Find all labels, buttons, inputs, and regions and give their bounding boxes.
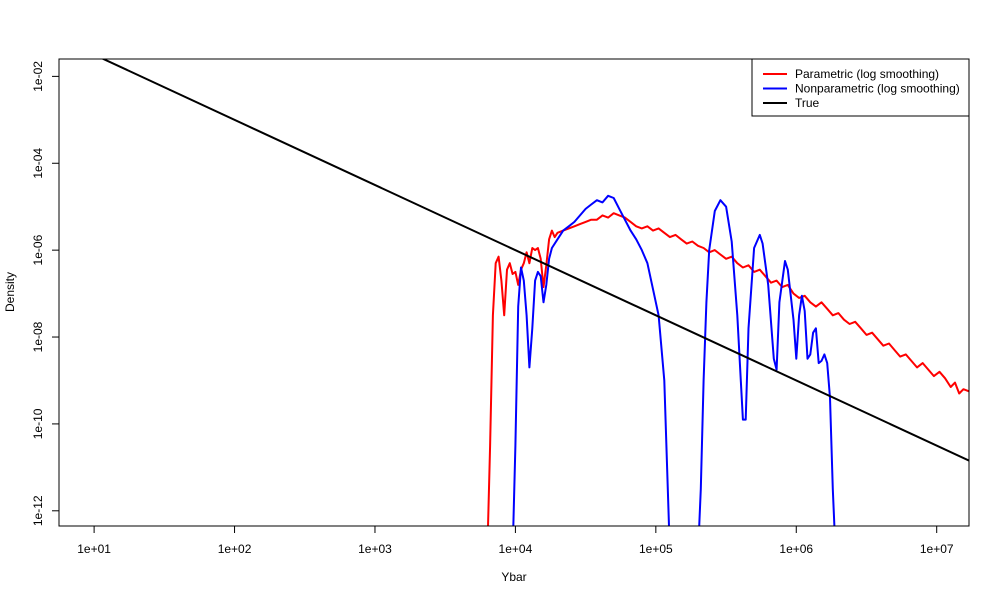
y-axis-title: Density bbox=[3, 272, 17, 312]
x-axis-title: Ybar bbox=[501, 570, 526, 584]
y-tick-label: 1e-04 bbox=[31, 148, 45, 179]
series-line-true bbox=[101, 59, 969, 462]
x-tick-label: 1e+03 bbox=[358, 542, 392, 556]
x-axis: 1e+01 1e+02 1e+03 1e+04 1e+05 1e+06 1e+07 bbox=[77, 525, 954, 556]
legend: Parametric (log smoothing)Nonparametric … bbox=[751, 58, 970, 117]
legend-label: True bbox=[795, 96, 820, 110]
series-line-parametric-log-smoothing bbox=[487, 212, 969, 526]
y-tick-label: 1e-10 bbox=[31, 408, 45, 439]
x-tick-label: 1e+07 bbox=[920, 542, 954, 556]
series-line-nonparametric-log-smoothing bbox=[512, 194, 836, 526]
x-tick-label: 1e+04 bbox=[499, 542, 533, 556]
series-layer bbox=[101, 59, 969, 526]
x-tick-label: 1e+01 bbox=[77, 542, 111, 556]
y-tick-label: 1e-02 bbox=[31, 61, 45, 92]
legend-label: Parametric (log smoothing) bbox=[795, 67, 939, 81]
y-tick-label: 1e-08 bbox=[31, 321, 45, 352]
legend-label: Nonparametric (log smoothing) bbox=[795, 82, 960, 96]
x-tick-label: 1e+05 bbox=[639, 542, 673, 556]
legend-box bbox=[751, 58, 970, 117]
x-tick-label: 1e+02 bbox=[218, 542, 252, 556]
y-tick-label: 1e-06 bbox=[31, 234, 45, 265]
y-tick-label: 1e-12 bbox=[31, 495, 45, 526]
x-tick-label: 1e+06 bbox=[779, 542, 813, 556]
y-axis: 1e-02 1e-04 1e-06 1e-08 1e-10 1e-12 bbox=[31, 61, 60, 526]
